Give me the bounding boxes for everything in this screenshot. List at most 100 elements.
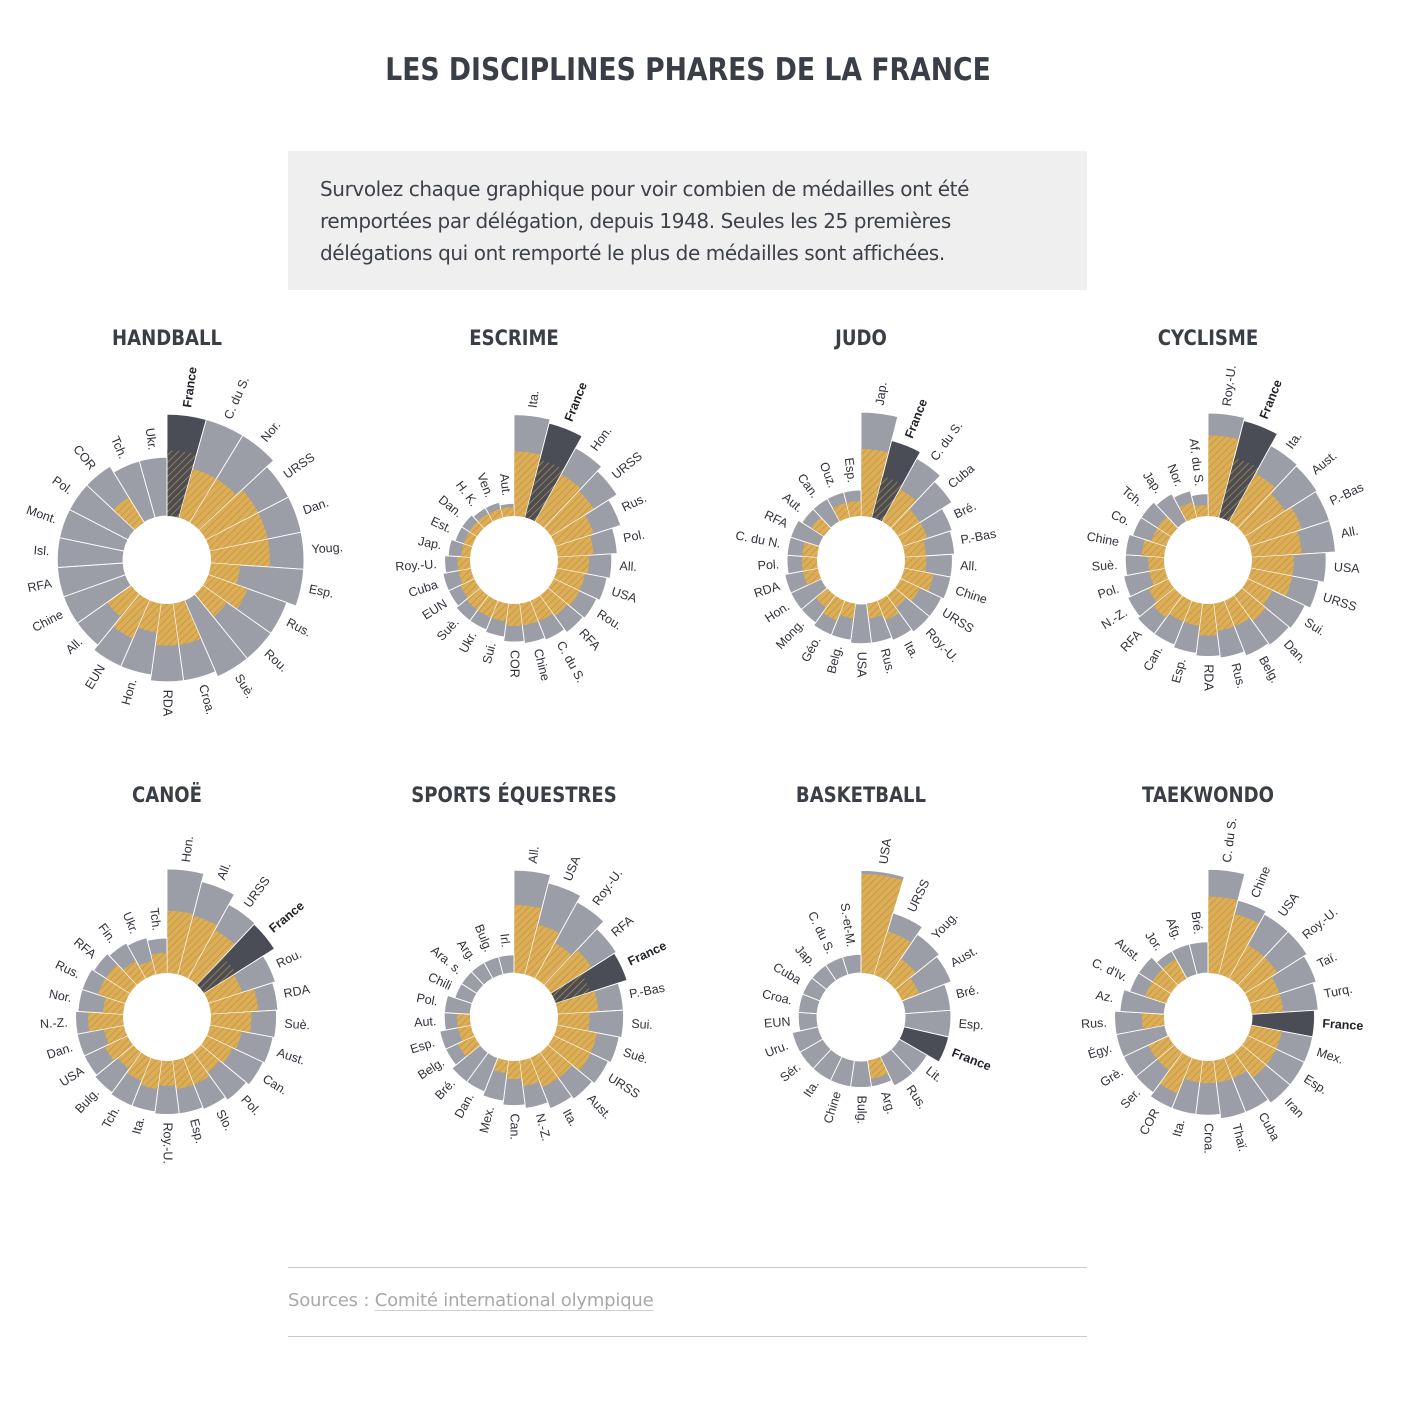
category-label-7: Aust. [275,1045,306,1067]
category-label-10: C. du S. [554,639,588,685]
bar-gold-9 [1233,1045,1266,1078]
bar-gold-4 [551,974,591,1004]
category-label-0: France [180,366,199,409]
category-label-17: Isl. [33,543,50,558]
bar-gold-11 [519,600,539,626]
category-label-8: URSS [940,605,977,635]
category-label-0: USA [876,837,894,865]
category-label-2: URSS [241,874,273,910]
bar-gold-16 [460,578,481,598]
bar-gold-8 [200,1035,233,1064]
category-label-6: Suè. [284,1017,311,1033]
bar-gold-23 [1179,502,1197,522]
bar-gold-0 [167,910,194,975]
bar-gold-8 [1241,578,1273,606]
bar-gold-10 [183,1052,210,1085]
category-label-18: Jap. [792,943,818,970]
bar-total-20[interactable] [841,953,862,976]
bar-gold-2 [535,942,572,985]
category-label-19: Pol. [50,473,76,497]
category-label-10: Croa. [196,683,218,716]
bar-gold-21 [105,964,137,994]
bar-total-22[interactable] [138,456,168,519]
bar-gold-12 [158,1060,176,1086]
bar-gold-14 [1169,595,1192,622]
category-label-12: RDA [1202,664,1216,691]
bar-gold-9 [1233,588,1267,622]
bar-gold-17 [458,568,475,584]
category-label-24: Bré. [1188,911,1205,936]
bar-gold-7 [206,1025,242,1050]
bar-gold-6 [904,556,927,573]
chart-3[interactable]: CYCLISME Roy.-U. France Ita.Aust. P.-Bas All.… [1086,326,1366,692]
category-label-19: Chine [1086,529,1121,549]
bar-gold-1 [525,459,564,522]
category-label-11: Chine [821,1090,844,1125]
bar-total-24[interactable] [497,954,515,975]
bar-gold-1 [178,915,218,979]
page-title: LES DISCIPLINES PHARES DE LA FRANCE [385,52,991,88]
category-label-18: Rus. [1081,1016,1108,1032]
category-label-5: RDA [282,982,311,1001]
category-label-21: RFA [71,935,99,962]
category-label-18: N.-Z. [40,1016,69,1032]
bar-gold-1 [872,476,903,522]
category-label-16: Grè. [1098,1065,1126,1090]
bar-total-24[interactable] [1188,941,1209,975]
category-label-16: EUN [420,596,450,622]
chart-title: HANDBALL [112,326,222,351]
bar-gold-4 [1245,976,1280,1004]
bar-gold-10 [530,1052,559,1088]
bar-gold-6 [208,563,241,585]
bar-gold-18 [87,1012,124,1032]
bar-gold-7 [1247,1025,1282,1049]
bar-gold-21 [811,517,831,537]
category-label-10: Ita. [560,1107,581,1129]
category-label-4: P.-Bas [1327,480,1365,508]
bar-gold-2 [188,930,235,985]
bar-gold-13 [140,1057,162,1089]
bar-gold-6 [557,555,590,574]
category-label-1: France [902,397,930,440]
sources-link[interactable]: Comité international olympique [374,1290,654,1311]
chart-title: SPORTS ÉQUESTRES [411,783,617,808]
category-label-0: Ita. [526,390,542,409]
bar-gold-18 [1141,1013,1165,1030]
bar-gold-10 [1224,1052,1247,1079]
category-label-4: Rou. [274,947,304,971]
bar-gold-12 [506,1060,522,1080]
chart-0[interactable]: HANDBALL France C. du S.Nor. URSS Dan. Youg. E… [25,326,344,717]
category-label-5: All. [1340,524,1360,541]
bar-gold-12 [505,603,523,626]
category-label-16: Belg. [415,1055,447,1082]
category-label-8: Rus. [903,1082,929,1111]
bar-gold-23 [139,960,156,979]
bar-gold-3 [197,957,236,994]
bar-gold-19 [461,543,473,558]
category-label-1: France [1257,378,1285,421]
bar-gold-20 [1145,981,1171,1004]
bar-gold-7 [203,574,248,610]
bar-gold-9 [192,1045,220,1073]
bar-gold-4 [206,512,268,551]
sources-line: Sources : Comité international olympique [288,1290,654,1311]
bar-gold-9 [539,588,568,616]
category-label-19: Az. [1095,988,1115,1005]
bar-gold-9 [867,1056,889,1080]
bar-gold-19 [1141,539,1167,558]
category-label-13: Belg. [824,644,845,675]
category-label-7: USA [610,584,639,605]
category-label-4: Bré. [955,983,980,1002]
category-label-8: Esp. [1301,1072,1330,1097]
bar-gold-13 [1183,1057,1203,1083]
category-label-9: Suè. [232,671,257,700]
category-label-15: RFA [1118,627,1145,655]
category-label-3: URSS [281,450,317,481]
